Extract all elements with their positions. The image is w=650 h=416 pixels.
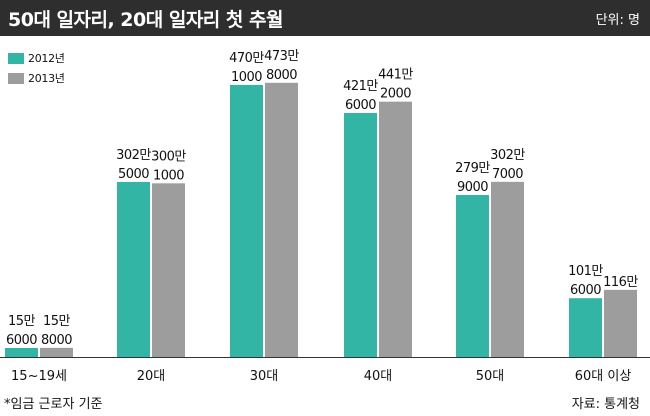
data-label-2012년-30대-1: 1000: [231, 70, 262, 85]
data-label-2012년-30대-0: 470만: [229, 51, 264, 66]
category-label-60대 이상: 60대 이상: [575, 369, 632, 384]
data-label-2012년-15~19세-0: 15만: [8, 314, 36, 329]
category-label-15~19세: 15~19세: [11, 369, 67, 384]
bar-2012년-60대 이상: [569, 298, 602, 357]
bar-2013년-20대: [152, 183, 185, 357]
data-label-2012년-50대-1: 9000: [457, 180, 488, 195]
data-label-2013년-15~19세-1: 8000: [41, 333, 72, 348]
data-label-2013년-40대-0: 441만: [378, 68, 413, 83]
legend-label-2012: 2012년: [28, 52, 65, 65]
data-label-2013년-30대-1: 8000: [266, 68, 297, 83]
data-label-2012년-20대-1: 5000: [118, 167, 149, 182]
chart-title: 50대 일자리, 20대 일자리 첫 추월: [8, 9, 283, 31]
legend-swatch-2012: [8, 52, 24, 64]
data-label-2013년-50대-0: 302만: [490, 148, 525, 163]
title-bar: 50대 일자리, 20대 일자리 첫 추월 단위: 명: [0, 0, 650, 36]
category-label-30대: 30대: [250, 369, 279, 384]
source-label: 자료: 통계청: [571, 397, 640, 412]
data-label-2013년-60대 이상-0: 116만: [603, 275, 638, 290]
bar-2012년-40대: [344, 113, 377, 357]
bar-2013년-60대 이상: [604, 289, 637, 357]
unit-label: 단위: 명: [595, 13, 640, 28]
data-label-2013년-15~19세-0: 15만: [43, 314, 71, 329]
data-label-2012년-60대 이상-0: 101만: [568, 264, 603, 279]
data-label-2013년-40대-1: 2000: [380, 87, 411, 102]
category-label-50대: 50대: [476, 369, 505, 384]
bar-2012년-20대: [117, 181, 150, 357]
data-label-2012년-60대 이상-1: 6000: [570, 283, 601, 298]
data-label-2012년-15~19세-1: 6000: [6, 333, 37, 348]
data-label-2012년-40대-1: 6000: [345, 98, 376, 113]
bar-2012년-15~19세: [5, 347, 38, 357]
bar-2013년-15~19세: [40, 347, 73, 357]
data-label-2013년-30대-0: 473만: [264, 49, 299, 64]
data-label-2012년-50대-0: 279만: [455, 161, 490, 176]
footnote: *임금 근로자 기준: [4, 397, 103, 412]
data-label-2013년-20대-0: 300만: [151, 149, 186, 164]
legend-swatch-2013: [8, 72, 24, 84]
legend-item-2012: 2012년: [8, 48, 65, 68]
category-label-20대: 20대: [137, 369, 166, 384]
bar-2013년-30대: [265, 82, 298, 358]
legend-item-2013: 2013년: [8, 68, 65, 88]
legend-label-2013: 2013년: [28, 72, 65, 85]
category-label-40대: 40대: [364, 369, 393, 384]
data-label-2013년-20대-1: 1000: [153, 168, 184, 183]
data-label-2012년-20대-0: 302만: [116, 148, 151, 163]
bar-2013년-40대: [379, 101, 412, 357]
data-label-2013년-50대-1: 7000: [492, 167, 523, 182]
data-label-2012년-40대-0: 421만: [343, 79, 378, 94]
bar-2013년-50대: [491, 181, 524, 357]
legend: 2012년 2013년: [8, 48, 65, 88]
bar-2012년-30대: [230, 84, 263, 357]
bar-2012년-50대: [456, 195, 489, 357]
